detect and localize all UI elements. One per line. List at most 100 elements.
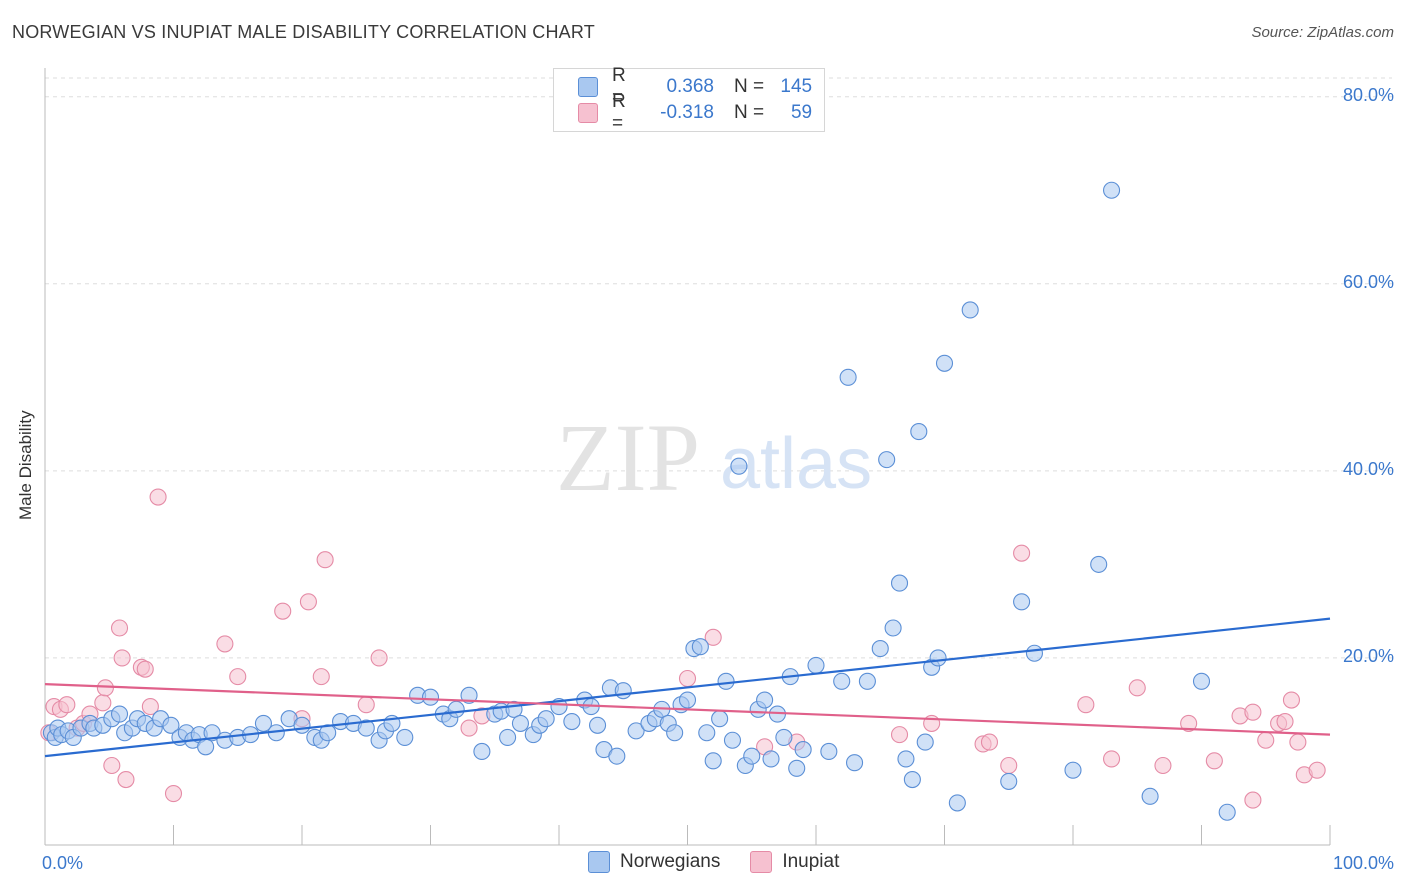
norwegian-point: [833, 672, 851, 690]
legend-r-value: -0.318: [660, 102, 714, 123]
inupiat-point: [164, 785, 183, 803]
inupiat-point: [274, 602, 292, 620]
norwegian-point: [666, 724, 684, 742]
norwegian-point: [421, 688, 440, 706]
y-tick-label: 40.0%: [1342, 458, 1394, 479]
norwegian-point: [794, 741, 812, 759]
legend-item-norwegians[interactable]: Norwegians: [588, 851, 720, 873]
inupiat-point: [94, 694, 112, 712]
norwegian-point: [293, 716, 311, 734]
inupiat-point: [1244, 703, 1262, 721]
norwegian-point: [897, 750, 915, 768]
norwegian-point: [788, 759, 806, 777]
x-tick-label: 0.0%: [42, 853, 84, 873]
norwegian-point: [563, 712, 581, 731]
inupiat-point: [316, 551, 334, 569]
inupiat-point: [1000, 756, 1018, 775]
source-credit: Source: ZipAtlas.com: [1251, 24, 1394, 41]
norwegian-point: [1064, 761, 1082, 779]
legend-item-inupiat[interactable]: Inupiat: [750, 851, 839, 873]
norwegian-point: [691, 638, 709, 656]
norwegian-point: [961, 301, 979, 319]
norwegian-point: [1103, 181, 1121, 199]
y-tick-label: 20.0%: [1342, 645, 1394, 666]
norwegian-point: [762, 750, 780, 768]
legend-label-norwegians: Norwegians: [620, 851, 721, 872]
inupiat-point: [890, 726, 909, 744]
inupiat-point: [370, 649, 388, 667]
norwegian-points: [42, 181, 1236, 821]
norwegian-point: [499, 728, 517, 746]
inupiat-points: [40, 488, 1326, 809]
norwegian-point: [1141, 787, 1159, 805]
norwegian-point: [711, 710, 729, 728]
inupiat-point: [141, 698, 159, 716]
inupiat-point: [1244, 791, 1262, 809]
trend-lines: [44, 617, 1331, 758]
norwegian-point: [723, 731, 742, 749]
inupiat-point: [1180, 714, 1198, 732]
norwegian-point: [717, 672, 735, 690]
inupiat-point: [216, 635, 234, 653]
norwegian-point: [537, 710, 555, 728]
inupiat-point: [96, 679, 114, 697]
norwegian-point: [588, 716, 607, 734]
norwegian-point: [511, 714, 530, 732]
norwegian-point: [1000, 772, 1018, 790]
inupiat-point: [1276, 712, 1294, 731]
norwegian-point: [1090, 555, 1108, 573]
inupiat-point: [357, 696, 375, 714]
inupiat-point: [110, 619, 129, 637]
norwegian-point: [916, 733, 934, 751]
inupiat-point: [1077, 696, 1095, 714]
norwegian-point: [756, 691, 774, 709]
gridlines: [45, 77, 1392, 659]
chart-title: NORWEGIAN VS INUPIAT MALE DISABILITY COR…: [12, 22, 595, 42]
norwegian-point: [698, 724, 716, 742]
legend-r-value: 0.368: [666, 76, 714, 97]
norwegian-point: [871, 640, 889, 658]
stats-legend: R = 0.368 N = 145 R = -0.318 N = 59: [553, 65, 825, 134]
norwegian-point: [935, 354, 954, 372]
norwegian-point: [162, 716, 180, 734]
legend-swatch-pink: [750, 851, 773, 873]
inupiat-point: [1205, 752, 1223, 770]
inupiat-point: [980, 733, 999, 751]
inupiat-point: [1257, 731, 1275, 749]
legend-row-inupiat: R = -0.318 N = 59: [578, 91, 813, 134]
inupiat-point: [1128, 679, 1146, 697]
norwegian-point: [614, 682, 632, 700]
legend-row-norwegians: R = 0.368 N = 145: [578, 65, 812, 108]
watermark: ZIP atlas: [556, 404, 872, 511]
inupiat-point: [113, 649, 131, 667]
legend-r-label: R =: [612, 91, 626, 134]
norwegian-point: [254, 714, 273, 732]
inupiat-point: [149, 488, 167, 506]
norwegian-point: [110, 705, 129, 723]
norwegian-point: [473, 742, 491, 761]
norwegian-point: [839, 368, 857, 386]
inupiat-point: [58, 696, 76, 714]
norwegian-point: [820, 742, 838, 761]
norwegian-point: [1218, 803, 1236, 821]
inupiat-point: [117, 770, 135, 789]
norwegian-point: [858, 672, 876, 690]
inupiat-trend-line: [44, 683, 1331, 736]
norwegian-point: [1013, 593, 1031, 611]
norwegian-point: [460, 686, 478, 704]
norwegian-point: [730, 457, 748, 475]
norwegians-trend-line: [44, 617, 1331, 758]
norwegian-point: [910, 423, 928, 441]
inupiat-point: [460, 719, 478, 737]
legend-n-value: 59: [790, 102, 813, 123]
norwegian-point: [775, 728, 793, 746]
legend-swatch-blue: [588, 851, 610, 873]
inupiat-point: [1282, 691, 1300, 709]
inupiat-point: [1308, 761, 1326, 779]
norwegian-point: [1192, 672, 1211, 690]
inupiat-point: [1013, 544, 1031, 562]
legend-n-label: N =: [734, 102, 765, 123]
norwegian-point: [704, 752, 722, 770]
norwegian-point: [608, 747, 626, 765]
